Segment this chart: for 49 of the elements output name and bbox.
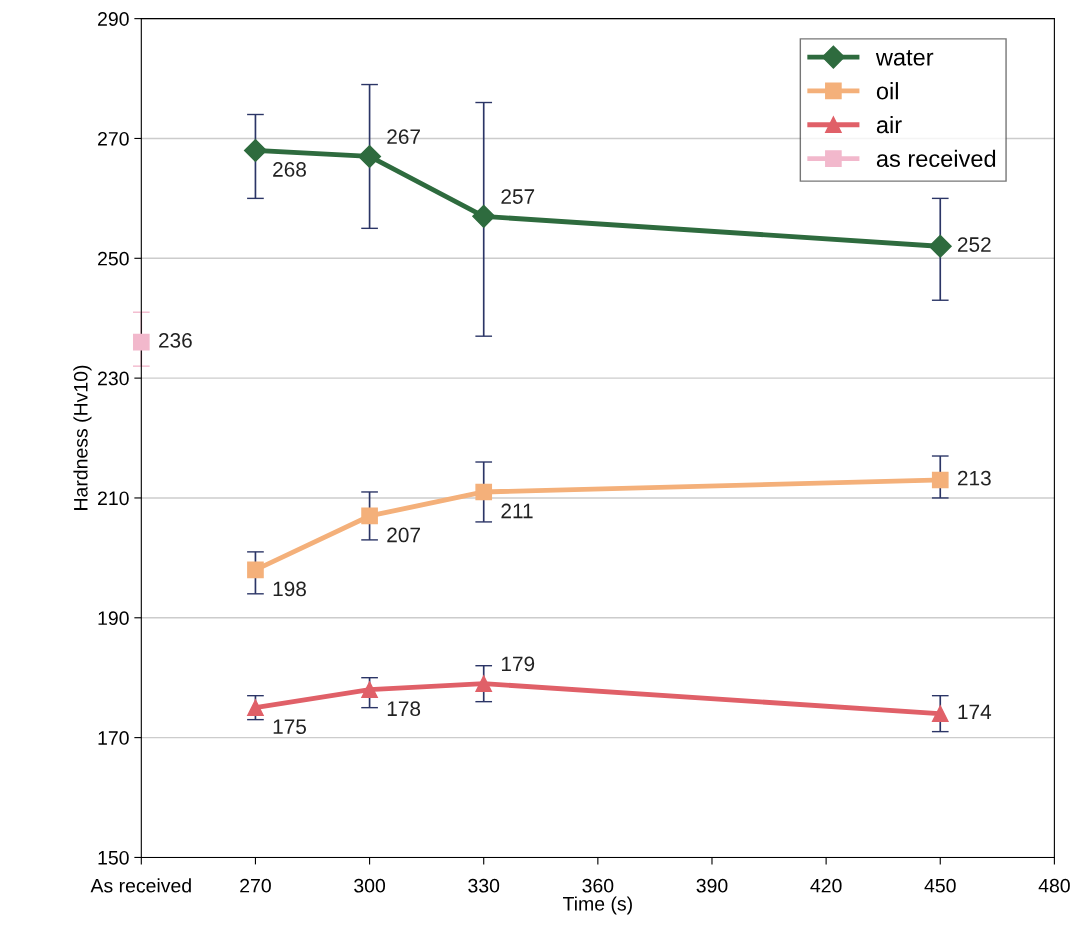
x-tick-label: 330 [468,878,500,893]
data-label: 211 [501,503,533,519]
data-label: 268 [273,162,306,177]
legend-label: oil [876,82,898,100]
data-label: 179 [501,656,535,672]
y-tick-label: 190 [98,611,129,626]
y-tick-label: 270 [98,131,129,146]
point [247,699,264,716]
data-label: 257 [501,189,535,204]
data-label: 174 [958,704,992,720]
data-label: 198 [273,581,306,597]
point [931,705,949,722]
y-tick-label: 170 [98,731,129,745]
x-tick-label: 300 [354,878,386,893]
point [358,144,382,168]
point [475,483,493,501]
point [931,471,949,489]
y-tick-label: 250 [98,251,129,266]
data-label: 267 [387,129,420,144]
x-tick-label: 270 [240,878,271,893]
x-tick-label: 360 [582,878,614,893]
point [472,204,496,228]
y-tick-label: 230 [98,371,129,386]
y-tick-label: 290 [98,12,129,26]
point [475,675,493,693]
point [361,507,378,525]
data-label: 252 [957,237,991,252]
x-tick-label: 480 [1038,878,1070,893]
point [247,561,264,579]
data-label: 236 [159,333,192,348]
data-label: 207 [387,527,420,543]
x-tick-label: As received [90,878,191,893]
point [243,138,267,162]
y-tick-label: 150 [98,850,129,865]
legend-label: air [876,115,902,134]
point [361,681,378,699]
x-tick-label: 450 [924,878,956,893]
x-axis-title: Time (s) [563,896,632,915]
data-label: 175 [273,719,306,735]
data-label: 178 [387,701,421,717]
y-axis-title: Hardness (Hv10) [73,365,92,510]
data-label: 213 [957,470,991,486]
legend-label: water [875,50,934,66]
point [928,234,952,258]
y-tick-label: 210 [98,491,129,506]
point [132,333,150,351]
x-tick-label: 390 [696,878,728,893]
legend-label: as received [876,149,996,168]
x-tick-label: 420 [810,878,842,893]
